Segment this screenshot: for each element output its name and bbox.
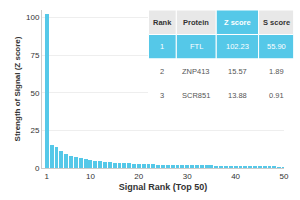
svg-text:Z score: Z score: [224, 18, 251, 27]
svg-text:100: 100: [26, 13, 40, 22]
svg-text:0.91: 0.91: [269, 91, 284, 100]
svg-text:Strength of Signal (Z score): Strength of Signal (Z score): [13, 36, 22, 141]
svg-text:1: 1: [45, 172, 50, 181]
svg-text:75: 75: [30, 51, 39, 60]
svg-text:1: 1: [160, 42, 164, 51]
svg-text:25: 25: [30, 126, 39, 135]
svg-text:Protein: Protein: [183, 18, 209, 27]
svg-text:Signal Rank (Top 50): Signal Rank (Top 50): [119, 182, 207, 192]
svg-text:SCR851: SCR851: [182, 91, 210, 100]
svg-text:Rank: Rank: [153, 18, 172, 27]
svg-text:ZNP413: ZNP413: [182, 67, 210, 76]
svg-text:50: 50: [30, 89, 39, 98]
svg-text:13.88: 13.88: [228, 91, 247, 100]
svg-text:3: 3: [160, 91, 164, 100]
svg-text:15.57: 15.57: [228, 67, 247, 76]
svg-text:S score: S score: [263, 18, 290, 27]
svg-text:FTL: FTL: [190, 42, 203, 51]
svg-text:10: 10: [86, 172, 95, 181]
svg-text:1.89: 1.89: [269, 67, 284, 76]
svg-text:2: 2: [160, 67, 164, 76]
svg-text:40: 40: [231, 172, 240, 181]
svg-text:30: 30: [183, 172, 192, 181]
svg-text:20: 20: [134, 172, 143, 181]
svg-text:102.23: 102.23: [226, 42, 249, 51]
svg-text:50: 50: [280, 172, 289, 181]
svg-text:0: 0: [35, 164, 40, 173]
svg-text:55.90: 55.90: [267, 42, 286, 51]
